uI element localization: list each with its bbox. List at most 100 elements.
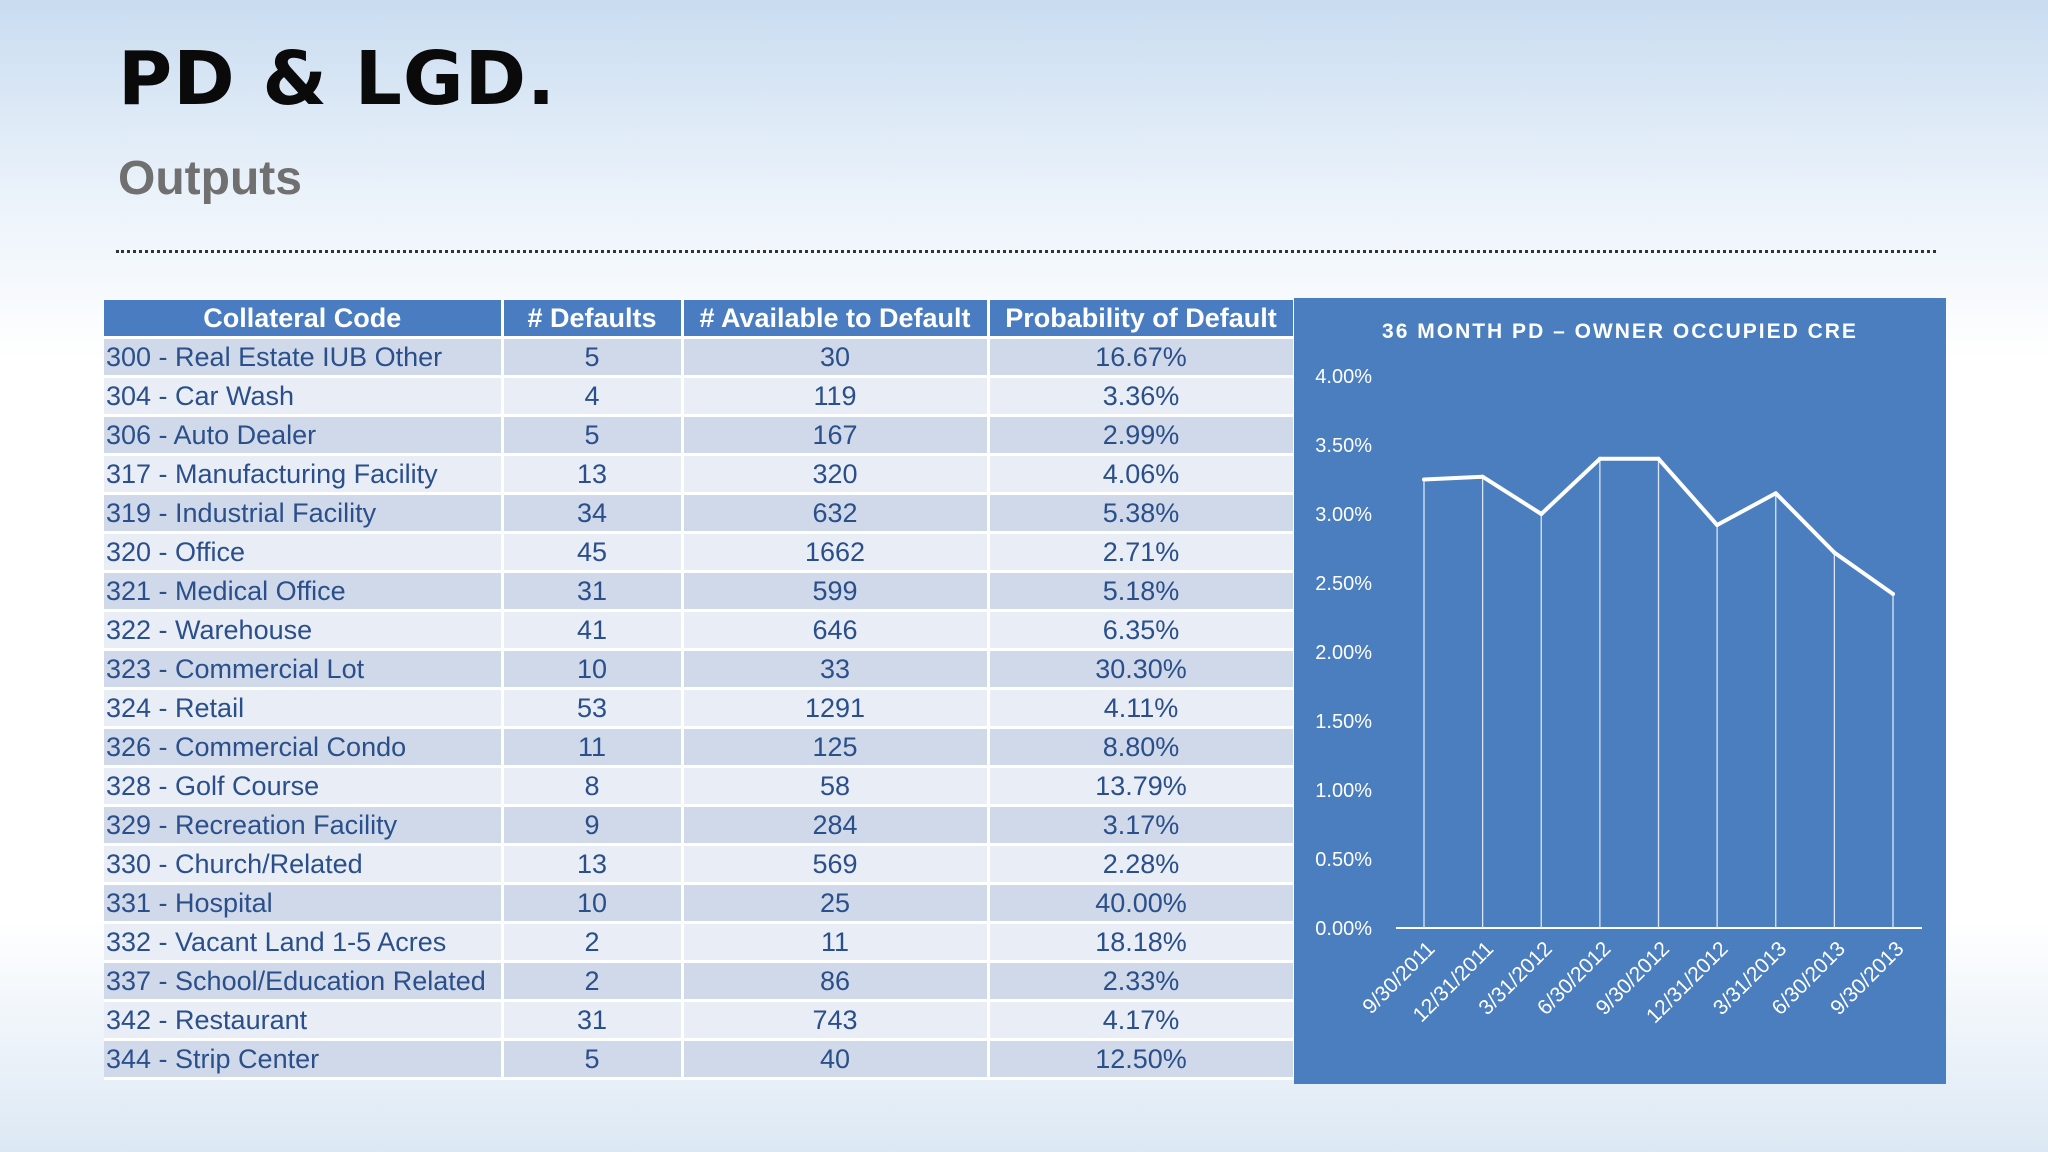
cell-available: 58	[682, 766, 990, 807]
cell-code: 322 - Warehouse	[104, 610, 504, 651]
cell-defaults: 5	[502, 337, 684, 378]
table-row: 304 - Car Wash 4 119 3.36%	[104, 376, 1296, 417]
table-body: 300 - Real Estate IUB Other 5 30 16.67% 304 …	[104, 337, 1296, 1080]
divider	[116, 250, 1936, 253]
cell-pd: 2.71%	[988, 532, 1296, 573]
cell-code: 317 - Manufacturing Facility	[104, 454, 504, 495]
cell-code: 332 - Vacant Land 1-5 Acres	[104, 922, 504, 963]
cell-defaults: 10	[502, 649, 684, 690]
cell-code: 320 - Office	[104, 532, 504, 573]
data-point	[1656, 456, 1661, 461]
y-tick-label: 0.50%	[1315, 849, 1372, 871]
cell-available: 599	[682, 571, 990, 612]
cell-defaults: 11	[502, 727, 684, 768]
table-row: 322 - Warehouse 41 646 6.35%	[104, 610, 1296, 651]
table-row: 342 - Restaurant 31 743 4.17%	[104, 1000, 1296, 1041]
cell-code: 300 - Real Estate IUB Other	[104, 337, 504, 378]
page-subtitle: Outputs	[118, 152, 302, 205]
cell-code: 326 - Commercial Condo	[104, 727, 504, 768]
cell-available: 86	[682, 961, 990, 1002]
cell-pd: 5.38%	[988, 493, 1296, 534]
table-row: 319 - Industrial Facility 34 632 5.38%	[104, 493, 1296, 534]
cell-defaults: 41	[502, 610, 684, 651]
cell-defaults: 5	[502, 415, 684, 456]
y-tick-label: 2.50%	[1315, 573, 1372, 595]
cell-code: 323 - Commercial Lot	[104, 649, 504, 690]
table-row: 317 - Manufacturing Facility 13 320 4.06%	[104, 454, 1296, 495]
cell-code: 306 - Auto Dealer	[104, 415, 504, 456]
column-header-available-to-default: # Available to Default	[682, 300, 990, 339]
cell-pd: 3.17%	[988, 805, 1296, 846]
cell-pd: 2.33%	[988, 961, 1296, 1002]
cell-pd: 2.28%	[988, 844, 1296, 885]
cell-code: 331 - Hospital	[104, 883, 504, 924]
pd-line-chart: 36 MONTH PD – OWNER OCCUPIED CRE 0.00% 0.5…	[1315, 320, 1922, 1028]
cell-available: 30	[682, 337, 990, 378]
cell-pd: 8.80%	[988, 727, 1296, 768]
cell-available: 569	[682, 844, 990, 885]
cell-available: 743	[682, 1000, 990, 1041]
pd-chart-panel: 36 MONTH PD – OWNER OCCUPIED CRE 0.00% 0.5…	[1294, 298, 1946, 1084]
cell-available: 11	[682, 922, 990, 963]
cell-defaults: 13	[502, 844, 684, 885]
data-point	[1832, 550, 1837, 555]
page-title: PD & LGD.	[118, 36, 557, 122]
cell-available: 33	[682, 649, 990, 690]
y-tick-label: 1.50%	[1315, 711, 1372, 733]
table-row: 326 - Commercial Condo 11 125 8.80%	[104, 727, 1296, 768]
data-point	[1891, 592, 1895, 597]
cell-pd: 4.17%	[988, 1000, 1296, 1041]
cell-defaults: 34	[502, 493, 684, 534]
cell-code: 329 - Recreation Facility	[104, 805, 504, 846]
data-point	[1539, 512, 1544, 516]
cell-defaults: 31	[502, 1000, 684, 1041]
column-header-probability-of-default: Probability of Default	[988, 300, 1296, 339]
table-header-row: Collateral Code # Defaults # Available t…	[104, 300, 1296, 339]
table-row: 337 - School/Education Related 2 86 2.33%	[104, 961, 1296, 1002]
cell-code: 330 - Church/Related	[104, 844, 504, 885]
cell-available: 167	[682, 415, 990, 456]
y-tick-label: 0.00%	[1315, 918, 1372, 940]
y-tick-label: 2.00%	[1315, 642, 1372, 664]
column-header-collateral-code: Collateral Code	[104, 300, 504, 339]
chart-title: 36 MONTH PD – OWNER OCCUPIED CRE	[1382, 320, 1858, 343]
cell-defaults: 2	[502, 961, 684, 1002]
table-row: 332 - Vacant Land 1-5 Acres 2 11 18.18%	[104, 922, 1296, 963]
cell-available: 646	[682, 610, 990, 651]
cell-defaults: 10	[502, 883, 684, 924]
table-row: 320 - Office 45 1662 2.71%	[104, 532, 1296, 573]
table-row: 323 - Commercial Lot 10 33 30.30%	[104, 649, 1296, 690]
cell-defaults: 53	[502, 688, 684, 729]
cell-available: 1662	[682, 532, 990, 573]
cell-code: 342 - Restaurant	[104, 1000, 504, 1041]
cell-pd: 18.18%	[988, 922, 1296, 963]
cell-code: 324 - Retail	[104, 688, 504, 729]
table-row: 344 - Strip Center 5 40 12.50%	[104, 1039, 1296, 1080]
cell-pd: 12.50%	[988, 1039, 1296, 1080]
cell-pd: 3.36%	[988, 376, 1296, 417]
cell-available: 632	[682, 493, 990, 534]
cell-defaults: 5	[502, 1039, 684, 1080]
cell-pd: 5.18%	[988, 571, 1296, 612]
cell-available: 125	[682, 727, 990, 768]
data-point	[1597, 456, 1602, 461]
y-tick-label: 3.00%	[1315, 504, 1372, 526]
table-row: 330 - Church/Related 13 569 2.28%	[104, 844, 1296, 885]
table-row: 328 - Golf Course 8 58 13.79%	[104, 766, 1296, 807]
cell-defaults: 8	[502, 766, 684, 807]
data-point	[1480, 474, 1485, 479]
cell-pd: 13.79%	[988, 766, 1296, 807]
cell-defaults: 31	[502, 571, 684, 612]
cell-code: 321 - Medical Office	[104, 571, 504, 612]
data-point	[1773, 491, 1778, 496]
y-tick-label: 1.00%	[1315, 780, 1372, 802]
cell-code: 328 - Golf Course	[104, 766, 504, 807]
table-row: 306 - Auto Dealer 5 167 2.99%	[104, 415, 1296, 456]
table-row: 329 - Recreation Facility 9 284 3.17%	[104, 805, 1296, 846]
cell-pd: 16.67%	[988, 337, 1296, 378]
cell-code: 337 - School/Education Related	[104, 961, 504, 1002]
table-row: 331 - Hospital 10 25 40.00%	[104, 883, 1296, 924]
table-row: 324 - Retail 53 1291 4.11%	[104, 688, 1296, 729]
cell-available: 320	[682, 454, 990, 495]
cell-code: 319 - Industrial Facility	[104, 493, 504, 534]
